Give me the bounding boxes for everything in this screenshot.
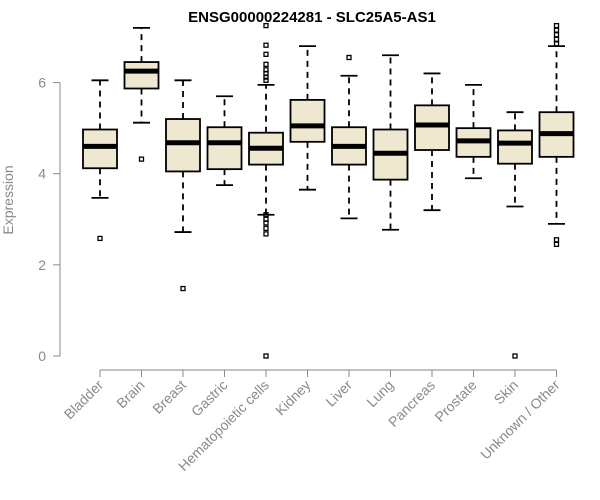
box — [289, 98, 326, 143]
outlier-point — [553, 22, 560, 29]
box-group — [248, 22, 284, 359]
outlier-point — [553, 36, 560, 42]
box-group — [372, 54, 409, 231]
box-group — [455, 83, 492, 180]
outlier-point — [512, 353, 518, 359]
outlier-point — [263, 42, 269, 48]
box-group — [165, 79, 201, 292]
outlier-point — [263, 22, 269, 29]
box-group — [82, 79, 118, 242]
box — [414, 104, 450, 151]
y-tick-label: 6 — [38, 75, 46, 91]
box — [165, 118, 201, 173]
box-group — [414, 72, 450, 212]
box-group — [497, 111, 533, 359]
outlier-point — [263, 216, 269, 222]
outlier-point — [263, 231, 269, 237]
outlier-point — [263, 51, 269, 57]
outlier-point — [263, 61, 269, 67]
outlier-point — [263, 67, 269, 73]
outlier-point — [180, 285, 186, 292]
outlier-point — [553, 237, 560, 243]
outlier-point — [553, 241, 560, 248]
x-tick-label: Liver — [322, 377, 355, 410]
chart-title: ENSG00000224281 - SLC25A5-AS1 — [188, 9, 436, 26]
outlier-point — [263, 225, 269, 232]
y-axis-label: Expression — [0, 165, 16, 234]
y-tick-label: 4 — [38, 166, 46, 182]
outlier-point — [263, 77, 269, 83]
x-tick-label: Brain — [113, 377, 147, 411]
box-group — [538, 22, 575, 248]
outlier-point — [263, 212, 269, 218]
y-axis: 0 2 4 6 — [38, 75, 61, 364]
box-group — [289, 45, 326, 191]
y-tick-label: 2 — [38, 257, 46, 273]
outlier-point — [138, 156, 145, 162]
x-tick-label: Lung — [363, 377, 396, 410]
box — [206, 126, 243, 171]
box — [497, 129, 533, 165]
outlier-point — [553, 32, 560, 38]
x-tick-label: Breast — [149, 377, 189, 417]
x-tick-label: Skin — [491, 377, 522, 408]
box — [82, 128, 118, 170]
outlier-point — [553, 27, 560, 33]
outlier-point — [263, 353, 269, 359]
box-group — [331, 54, 367, 220]
boxes-group — [82, 22, 575, 359]
x-tick-label: Bladder — [61, 377, 107, 423]
x-tick-label: Kidney — [272, 377, 314, 419]
outlier-point — [553, 41, 560, 47]
outlier-point — [97, 235, 103, 242]
box — [123, 61, 160, 90]
x-tick-label: Unknown / Other — [477, 377, 563, 463]
x-tick-label: Prostate — [431, 377, 479, 425]
box-group — [123, 26, 160, 162]
outlier-point — [346, 54, 352, 61]
y-tick-label: 0 — [38, 348, 46, 364]
box-group — [206, 95, 243, 187]
